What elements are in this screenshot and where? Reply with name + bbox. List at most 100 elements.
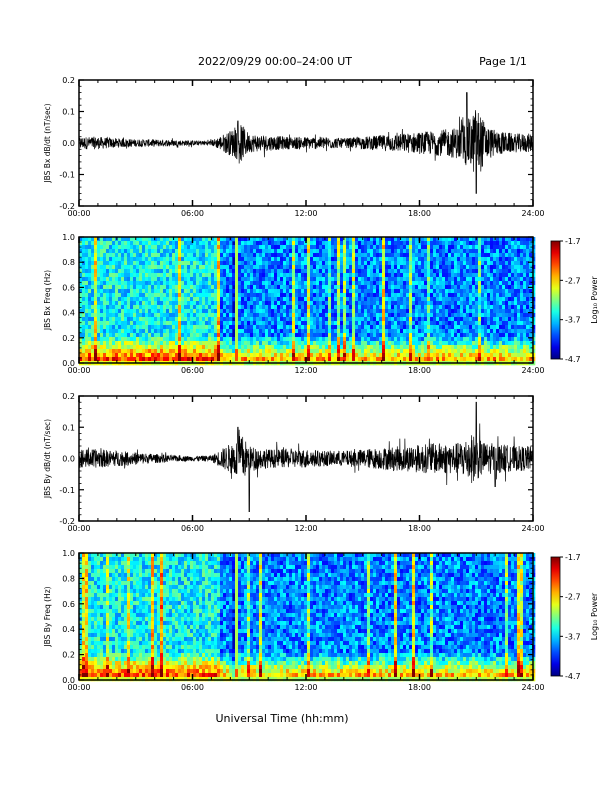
heatmap-cell	[358, 301, 362, 306]
heatmap-cell	[517, 269, 521, 274]
heatmap-cell	[193, 329, 197, 334]
heatmap-cell	[292, 337, 296, 342]
heatmap-cell	[148, 333, 152, 338]
heatmap-cell	[196, 277, 200, 282]
heatmap-cell	[103, 357, 107, 362]
heatmap-cell	[343, 245, 347, 250]
heatmap-cell	[373, 329, 377, 334]
heatmap-cell	[475, 257, 479, 262]
heatmap-cell	[355, 345, 359, 350]
heatmap-cell	[154, 337, 158, 342]
heatmap-cell	[394, 289, 398, 294]
heatmap-cell	[481, 249, 485, 254]
heatmap-cell	[448, 241, 452, 246]
heatmap-cell	[148, 273, 152, 278]
heatmap-cell	[148, 329, 152, 334]
heatmap-cell	[415, 289, 419, 294]
heatmap-cell	[355, 241, 359, 246]
heatmap-cell	[112, 305, 116, 310]
heatmap-cell	[310, 277, 314, 282]
heatmap-cell	[481, 345, 485, 350]
heatmap-cell	[202, 257, 206, 262]
heatmap-cell	[148, 281, 152, 286]
heatmap-cell	[178, 349, 182, 354]
heatmap-cell	[310, 333, 314, 338]
heatmap-cell	[316, 285, 320, 290]
heatmap-cell	[526, 309, 530, 314]
heatmap-cell	[247, 249, 251, 254]
heatmap-cell	[238, 281, 242, 286]
heatmap-cell	[181, 305, 185, 310]
heatmap-cell	[319, 313, 323, 318]
heatmap-cell	[277, 325, 281, 330]
heatmap-cell	[190, 305, 194, 310]
heatmap-cell	[148, 297, 152, 302]
heatmap-cell	[193, 301, 197, 306]
heatmap-cell	[292, 245, 296, 250]
heatmap-cell	[127, 325, 131, 330]
heatmap-cell	[292, 301, 296, 306]
heatmap-cell	[439, 337, 443, 342]
heatmap-cell	[439, 313, 443, 318]
heatmap-cell	[172, 285, 176, 290]
heatmap-cell	[124, 317, 128, 322]
heatmap-cell	[403, 301, 407, 306]
heatmap-cell	[136, 297, 140, 302]
heatmap-cell	[142, 337, 146, 342]
heatmap-cell	[319, 337, 323, 342]
heatmap-cell	[196, 341, 200, 346]
heatmap-cell	[478, 301, 482, 306]
heatmap-cell	[235, 297, 239, 302]
heatmap-cell	[442, 277, 446, 282]
heatmap-cell	[328, 237, 332, 242]
heatmap-cell	[334, 313, 338, 318]
heatmap-cell	[457, 313, 461, 318]
heatmap-cell	[412, 285, 416, 290]
heatmap-cell	[160, 281, 164, 286]
heatmap-cell	[304, 249, 308, 254]
heatmap-cell	[169, 261, 173, 266]
heatmap-cell	[121, 353, 125, 358]
heatmap-cell	[478, 237, 482, 242]
heatmap-cell	[280, 305, 284, 310]
heatmap-cell	[109, 289, 113, 294]
heatmap-cell	[193, 253, 197, 258]
heatmap-cell	[478, 249, 482, 254]
heatmap-cell	[511, 285, 515, 290]
heatmap-cell	[430, 281, 434, 286]
heatmap-cell	[481, 281, 485, 286]
heatmap-cell	[313, 305, 317, 310]
heatmap-cell	[244, 277, 248, 282]
heatmap-cell	[484, 277, 488, 282]
heatmap-cell	[244, 297, 248, 302]
heatmap-cell	[466, 241, 470, 246]
heatmap-cell	[139, 353, 143, 358]
heatmap-cell	[178, 345, 182, 350]
heatmap-cell	[433, 261, 437, 266]
heatmap-cell	[301, 357, 305, 362]
heatmap-cell	[469, 301, 473, 306]
heatmap-cell	[220, 253, 224, 258]
heatmap-cell	[292, 353, 296, 358]
heatmap-cell	[283, 321, 287, 326]
heatmap-cell	[115, 249, 119, 254]
heatmap-cell	[460, 313, 464, 318]
heatmap-cell	[469, 281, 473, 286]
heatmap-cell	[217, 253, 221, 258]
heatmap-cell	[193, 245, 197, 250]
heatmap-cell	[457, 325, 461, 330]
heatmap-cell	[124, 341, 128, 346]
heatmap-cell	[253, 261, 257, 266]
heatmap-cell	[280, 277, 284, 282]
heatmap-cell	[502, 341, 506, 346]
heatmap-cell	[505, 333, 509, 338]
heatmap-cell	[316, 333, 320, 338]
heatmap-cell	[289, 333, 293, 338]
heatmap-cell	[445, 241, 449, 246]
heatmap-cell	[301, 325, 305, 330]
heatmap-cell	[196, 237, 200, 242]
heatmap-cell	[256, 237, 260, 242]
heatmap-cell	[244, 353, 248, 358]
heatmap-cell	[247, 241, 251, 246]
heatmap-cell	[355, 301, 359, 306]
